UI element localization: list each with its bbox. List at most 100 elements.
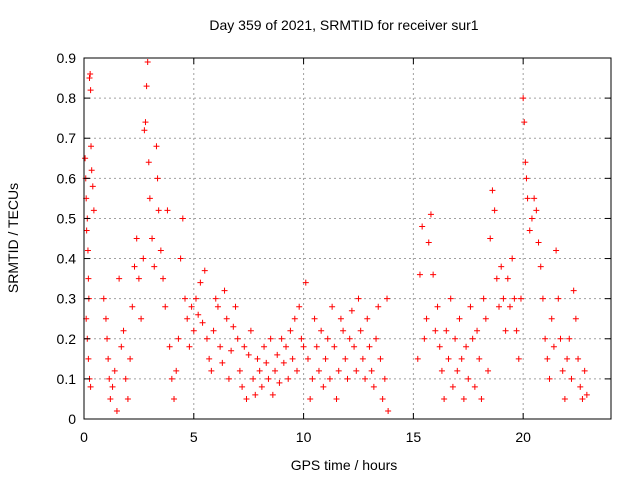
- data-point: [366, 343, 373, 350]
- data-point: [370, 383, 377, 390]
- data-point: [272, 367, 279, 374]
- data-point: [500, 295, 507, 302]
- data-point: [274, 351, 281, 358]
- data-point: [489, 187, 496, 194]
- data-point: [105, 355, 112, 362]
- data-point: [199, 319, 206, 326]
- data-point: [517, 295, 524, 302]
- data-point: [498, 263, 505, 270]
- y-tick-label: 0.5: [57, 210, 77, 226]
- data-point: [337, 315, 344, 322]
- data-point: [480, 295, 487, 302]
- data-point: [447, 295, 454, 302]
- data-point: [513, 327, 520, 334]
- data-point: [228, 347, 235, 354]
- data-point: [579, 395, 586, 402]
- data-point: [427, 211, 434, 218]
- data-point: [523, 175, 530, 182]
- data-point: [452, 335, 459, 342]
- data-point: [515, 355, 522, 362]
- data-point: [232, 303, 239, 310]
- data-point: [307, 395, 314, 402]
- data-point: [575, 355, 582, 362]
- data-point: [309, 375, 316, 382]
- data-point: [577, 383, 584, 390]
- data-point: [109, 383, 116, 390]
- data-point: [311, 315, 318, 322]
- data-point: [155, 207, 162, 214]
- data-point: [252, 391, 259, 398]
- data-point: [351, 343, 358, 350]
- data-point: [432, 327, 439, 334]
- data-point: [320, 383, 327, 390]
- data-point: [421, 335, 428, 342]
- data-point: [572, 315, 579, 322]
- tick-marks: [83, 57, 611, 420]
- data-point: [157, 247, 164, 254]
- data-point: [561, 395, 568, 402]
- data-point: [502, 327, 509, 334]
- data-point: [441, 395, 448, 402]
- data-point: [368, 367, 375, 374]
- data-point: [487, 235, 494, 242]
- y-tick-label: 0: [68, 411, 76, 427]
- data-point: [537, 263, 544, 270]
- y-tick-label: 0.8: [57, 90, 77, 106]
- data-point: [276, 379, 283, 386]
- data-point: [485, 367, 492, 374]
- data-point: [195, 311, 202, 318]
- data-points: [82, 59, 590, 414]
- data-point: [553, 247, 560, 254]
- data-point: [212, 295, 219, 302]
- data-point: [375, 303, 382, 310]
- data-point: [373, 335, 380, 342]
- data-point: [241, 343, 248, 350]
- data-point: [100, 295, 107, 302]
- data-point: [239, 383, 246, 390]
- data-point: [322, 355, 329, 362]
- data-point: [359, 355, 366, 362]
- data-point: [566, 335, 573, 342]
- data-point: [289, 355, 296, 362]
- data-point: [544, 355, 551, 362]
- data-point: [454, 367, 461, 374]
- data-point: [154, 175, 161, 182]
- data-point: [140, 255, 147, 262]
- data-point: [298, 335, 305, 342]
- data-point: [287, 327, 294, 334]
- data-point: [88, 143, 95, 150]
- data-point: [344, 375, 351, 382]
- data-point: [166, 343, 173, 350]
- data-point: [504, 275, 511, 282]
- data-point: [425, 239, 432, 246]
- data-point: [263, 359, 270, 366]
- data-point: [111, 367, 118, 374]
- y-tick-label: 0.1: [57, 371, 77, 387]
- data-point: [143, 83, 150, 90]
- data-point: [291, 315, 298, 322]
- data-point: [550, 343, 557, 350]
- data-point: [340, 327, 347, 334]
- data-point: [414, 355, 421, 362]
- data-point: [535, 239, 542, 246]
- data-point: [89, 183, 96, 190]
- data-point: [217, 343, 224, 350]
- data-point: [533, 207, 540, 214]
- data-point: [138, 315, 145, 322]
- data-point: [324, 335, 331, 342]
- data-point: [313, 343, 320, 350]
- data-point: [474, 327, 481, 334]
- data-point: [82, 155, 89, 162]
- data-point: [385, 407, 392, 414]
- data-point: [348, 307, 355, 314]
- data-point: [116, 275, 123, 282]
- data-point: [145, 159, 152, 166]
- data-point: [201, 267, 208, 274]
- data-point: [496, 303, 503, 310]
- data-point: [419, 223, 426, 230]
- data-point: [509, 255, 516, 262]
- data-point: [381, 375, 388, 382]
- data-point: [162, 303, 169, 310]
- data-point: [506, 303, 513, 310]
